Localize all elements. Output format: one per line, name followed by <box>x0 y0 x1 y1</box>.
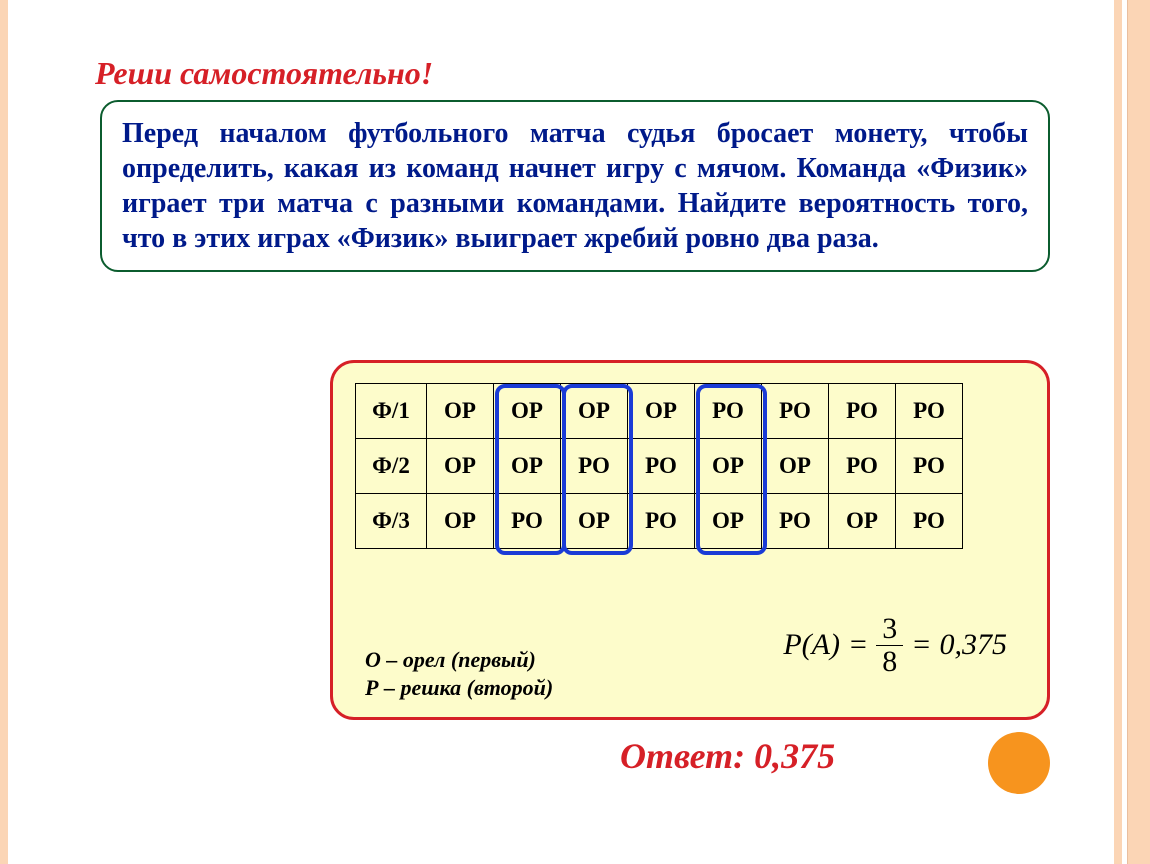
outcome-cell: РО <box>896 494 963 549</box>
right-strip-inner <box>1114 0 1122 864</box>
outcome-cell: ОР <box>494 439 561 494</box>
outcome-cell: РО <box>695 384 762 439</box>
outcome-cell: ОР <box>561 384 628 439</box>
outcome-cell: РО <box>896 384 963 439</box>
outcome-cell: ОР <box>628 384 695 439</box>
outcome-cell: ОР <box>695 494 762 549</box>
formula-lhs: P(A) <box>783 628 840 662</box>
legend-line-1: О – орел (первый) <box>365 646 553 675</box>
left-strip <box>0 0 8 864</box>
outcome-cell: ОР <box>427 439 494 494</box>
outcome-cell: РО <box>829 439 896 494</box>
row-header-cell: Ф/1 <box>356 384 427 439</box>
outcome-cell: ОР <box>695 439 762 494</box>
formula-numerator: 3 <box>876 613 903 646</box>
outcome-cell: РО <box>628 494 695 549</box>
outcome-cell: РО <box>829 384 896 439</box>
formula-eq1: = <box>848 628 868 662</box>
table-row: Ф/3ОРРООРРООРРООРРО <box>356 494 963 549</box>
problem-text: Перед началом футбольного матча судья бр… <box>122 118 1028 254</box>
table-row: Ф/2ОРОРРОРООРОРРОРО <box>356 439 963 494</box>
legend-line-2: Р – решка (второй) <box>365 674 553 703</box>
outcome-cell: ОР <box>762 439 829 494</box>
outcome-cell: ОР <box>829 494 896 549</box>
probability-formula: P(A) = 3 8 = 0,375 <box>783 613 1007 677</box>
formula-decimal: 0,375 <box>940 628 1008 662</box>
outcome-cell: ОР <box>561 494 628 549</box>
outcome-cell: РО <box>762 494 829 549</box>
formula-fraction: 3 8 <box>876 613 903 677</box>
right-strip <box>1127 0 1150 864</box>
slide-heading: Реши самостоятельно! <box>95 55 433 92</box>
accent-dot <box>988 732 1050 794</box>
problem-box: Перед началом футбольного матча судья бр… <box>100 100 1050 272</box>
outcome-cell: РО <box>762 384 829 439</box>
solution-box: Ф/1ОРОРОРОРРОРОРОРОФ/2ОРОРРОРООРОРРОРОФ/… <box>330 360 1050 720</box>
outcome-cell: РО <box>628 439 695 494</box>
outcome-cell: РО <box>561 439 628 494</box>
table-row: Ф/1ОРОРОРОРРОРОРОРО <box>356 384 963 439</box>
formula-denominator: 8 <box>876 646 903 678</box>
row-header-cell: Ф/3 <box>356 494 427 549</box>
row-header-cell: Ф/2 <box>356 439 427 494</box>
outcome-table: Ф/1ОРОРОРОРРОРОРОРОФ/2ОРОРРОРООРОРРОРОФ/… <box>355 383 963 549</box>
outcome-cell: РО <box>896 439 963 494</box>
formula-eq2: = <box>911 628 931 662</box>
outcome-cell: ОР <box>427 384 494 439</box>
legend: О – орел (первый) Р – решка (второй) <box>365 646 553 703</box>
answer-text: Ответ: 0,375 <box>620 735 835 777</box>
outcome-cell: ОР <box>494 384 561 439</box>
outcome-cell: РО <box>494 494 561 549</box>
outcome-cell: ОР <box>427 494 494 549</box>
